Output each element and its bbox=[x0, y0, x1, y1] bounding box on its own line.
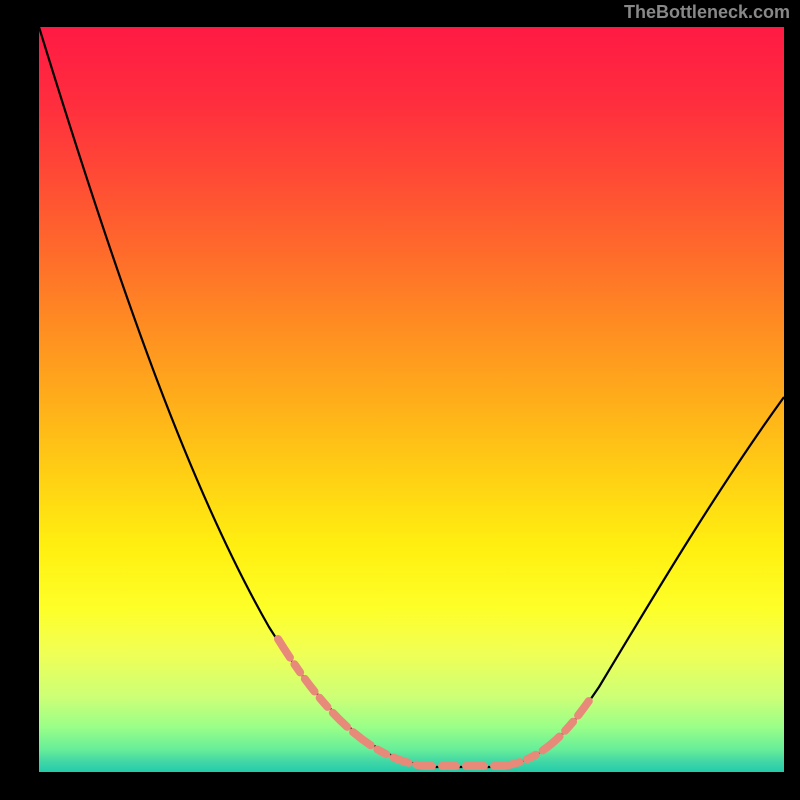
curve-layer bbox=[39, 27, 784, 772]
black-v-curve bbox=[39, 27, 784, 767]
watermark-text: TheBottleneck.com bbox=[624, 2, 790, 23]
salmon-overlay-left bbox=[278, 639, 424, 766]
salmon-overlay-right bbox=[504, 689, 597, 766]
chart-container: TheBottleneck.com bbox=[0, 0, 800, 800]
plot-area bbox=[39, 27, 784, 772]
